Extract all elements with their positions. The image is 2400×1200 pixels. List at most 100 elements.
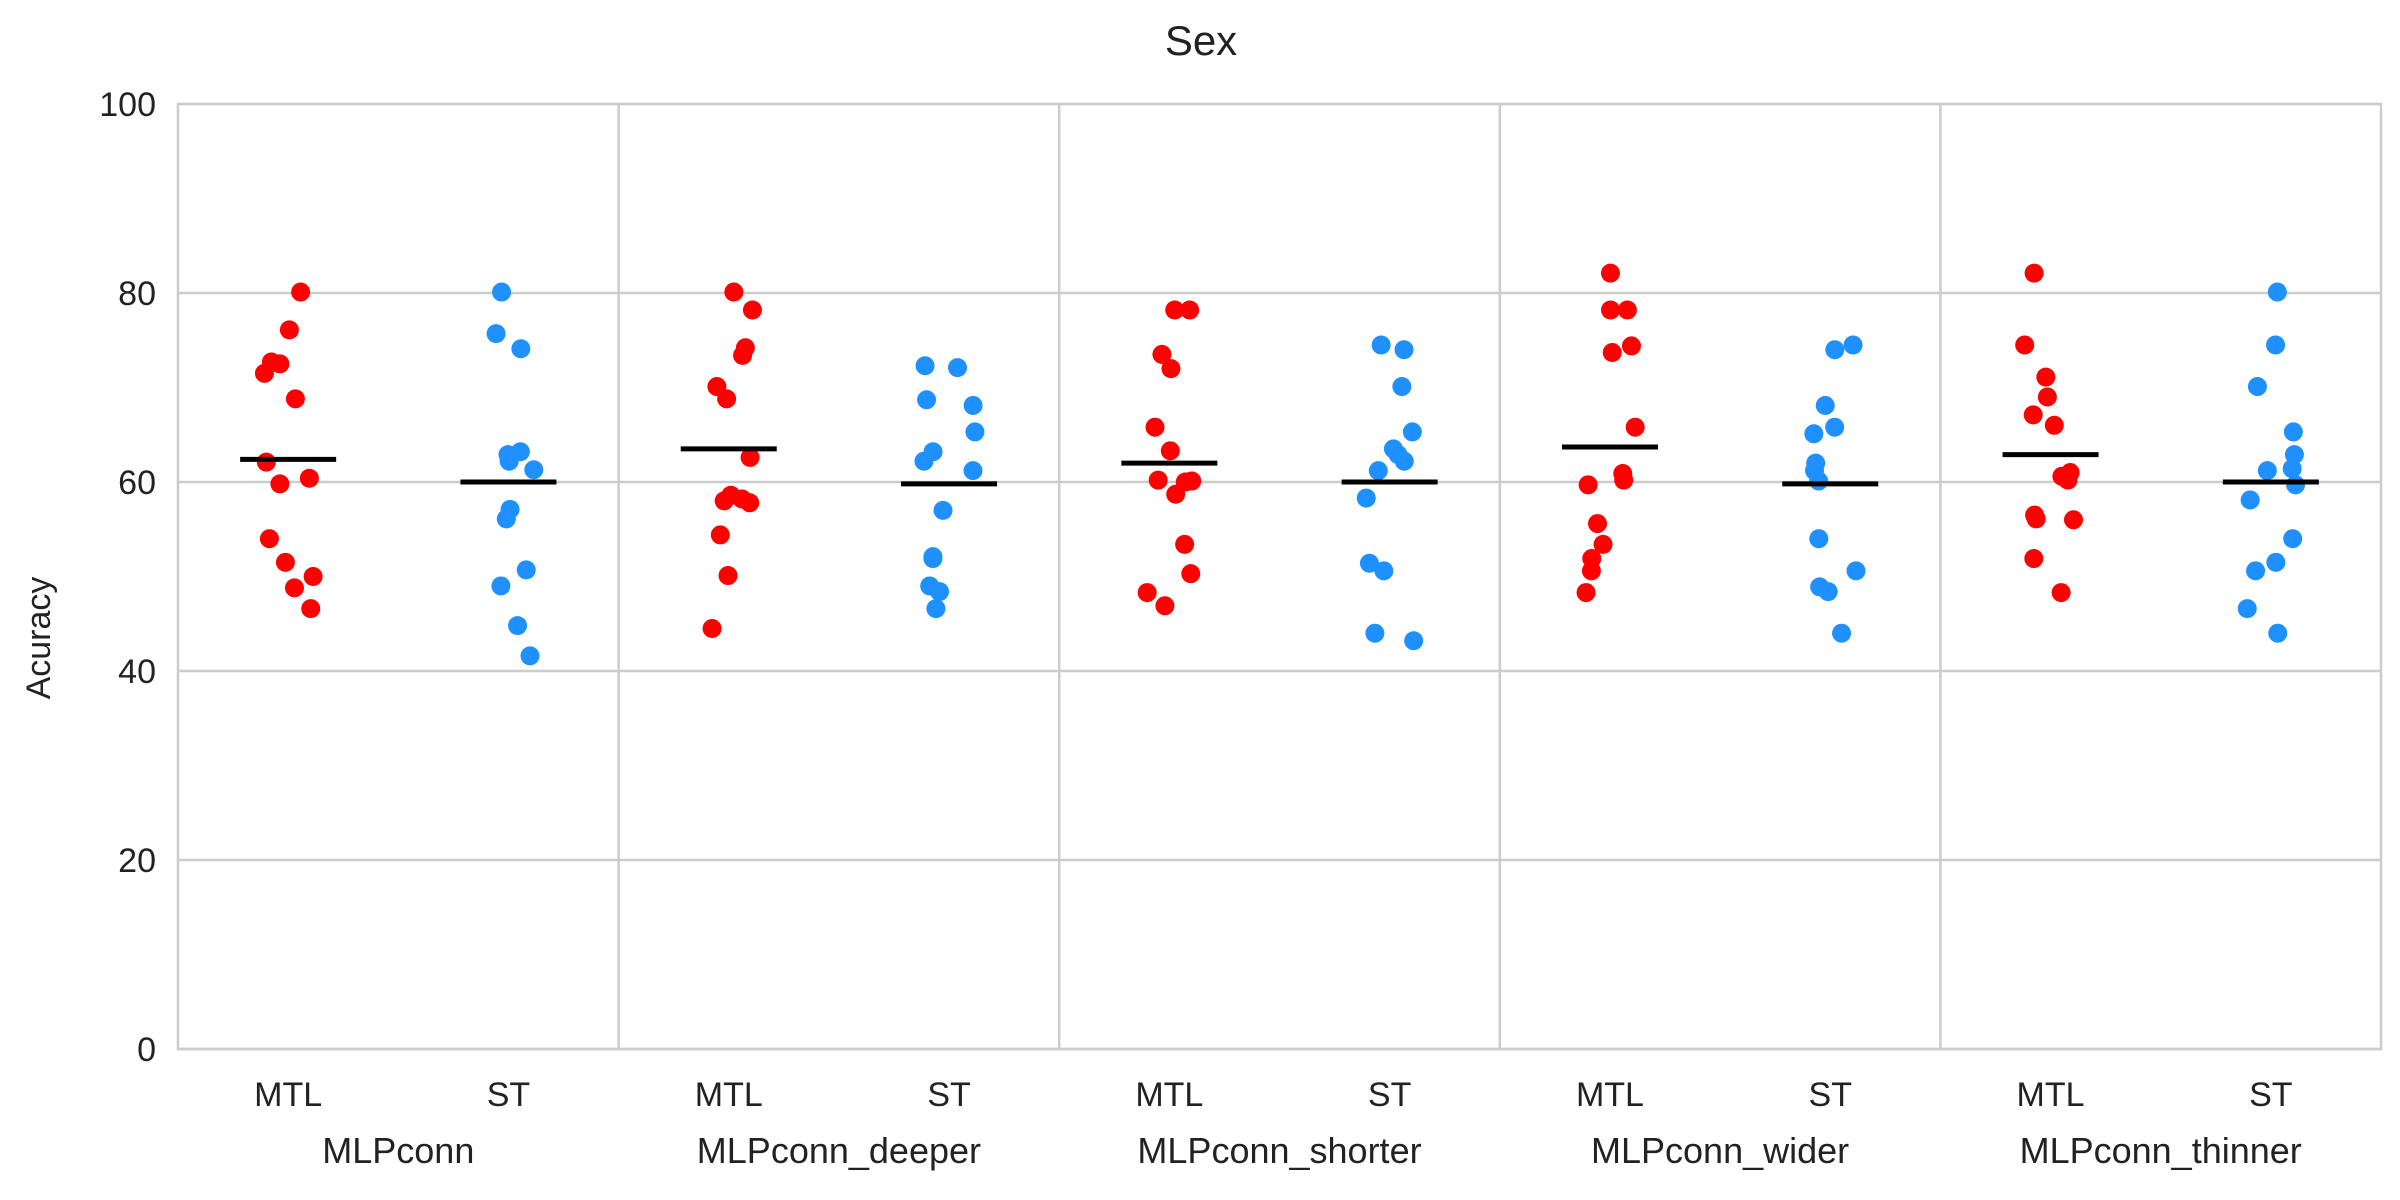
data-point <box>2283 422 2303 442</box>
data-point <box>2257 461 2277 481</box>
data-point <box>1145 417 1165 437</box>
x-tick-label: MTL <box>1576 1076 1644 1114</box>
data-point <box>261 352 281 372</box>
data-point <box>299 468 319 488</box>
data-point <box>2037 387 2057 407</box>
data-point <box>303 567 323 586</box>
y-tick-label: 40 <box>118 653 156 691</box>
data-point <box>1166 484 1186 504</box>
x-tick-label: MTL <box>2017 1076 2085 1114</box>
data-point <box>923 549 943 569</box>
x-tick-label: ST <box>1809 1076 1852 1114</box>
data-point <box>1181 564 1201 584</box>
data-point <box>2266 552 2286 572</box>
data-point <box>291 282 311 302</box>
data-point <box>1815 395 1835 415</box>
data-point <box>2240 490 2260 510</box>
data-point <box>2063 510 2083 530</box>
data-point <box>2283 529 2303 549</box>
data-point <box>1180 300 1200 320</box>
data-point <box>1593 534 1613 554</box>
x-tick-label: MTL <box>1135 1076 1203 1114</box>
x-tick-label: MTL <box>254 1076 322 1114</box>
data-point <box>926 599 946 619</box>
data-point <box>1846 561 1866 581</box>
data-point <box>1137 583 1157 603</box>
data-point <box>270 474 290 494</box>
data-point <box>259 529 279 549</box>
data-point <box>2051 583 2071 603</box>
data-point <box>279 320 299 340</box>
chart-title: Sex <box>1165 17 1237 64</box>
x-tick-label: MTL <box>695 1076 763 1114</box>
group-labels: MLPconn MLPconn_deeper MLPconn_shorter MLPc… <box>322 1130 2302 1171</box>
data-point <box>914 451 934 471</box>
data-point <box>1809 529 1829 549</box>
data-point <box>1617 300 1637 320</box>
data-point <box>1394 451 1414 471</box>
data-point <box>284 578 304 598</box>
x-tick-label: ST <box>2249 1076 2292 1114</box>
data-point <box>1402 422 1422 442</box>
data-point <box>1578 475 1598 495</box>
data-point <box>1404 631 1424 651</box>
data-point <box>508 616 528 636</box>
data-point <box>2282 459 2302 479</box>
data-point <box>511 339 531 359</box>
data-point <box>1371 335 1391 355</box>
data-point <box>702 618 722 638</box>
data-point <box>301 599 321 619</box>
data-point <box>930 582 950 602</box>
data-point <box>2044 415 2064 435</box>
data-point <box>1152 344 1172 364</box>
data-point <box>1383 439 1403 459</box>
data-point <box>256 452 276 472</box>
data-point <box>2026 509 2046 529</box>
y-tick-label: 80 <box>118 275 156 313</box>
data-point <box>965 422 985 442</box>
data-point <box>917 390 937 410</box>
data-point <box>491 576 511 596</box>
data-point <box>1587 514 1607 534</box>
data-point <box>1804 424 1824 444</box>
data-points <box>254 263 2306 666</box>
data-point <box>2268 623 2288 643</box>
data-point <box>963 461 983 481</box>
data-point <box>496 509 516 529</box>
y-tick-label: 60 <box>118 464 156 502</box>
data-point <box>285 389 305 409</box>
data-point <box>1809 471 1829 491</box>
data-point <box>1601 300 1621 320</box>
data-point <box>1614 470 1634 490</box>
data-point <box>1602 343 1622 363</box>
data-point <box>1175 534 1195 554</box>
y-tick-label: 100 <box>99 86 156 124</box>
axes <box>176 102 2383 1051</box>
data-point <box>1392 377 1412 397</box>
data-point <box>510 442 530 462</box>
group-label: MLPconn_thinner <box>2020 1130 2302 1171</box>
data-point <box>1600 263 1620 283</box>
data-point <box>733 345 753 365</box>
data-point <box>2024 549 2044 569</box>
data-point <box>948 358 968 378</box>
data-point <box>1374 561 1394 581</box>
data-point <box>1160 441 1180 461</box>
data-point <box>2015 335 2035 355</box>
y-tick-label: 0 <box>137 1031 156 1069</box>
y-axis-label: Acuracy <box>20 577 58 700</box>
data-point <box>524 460 544 480</box>
data-point <box>1359 553 1379 573</box>
data-point <box>2246 561 2266 581</box>
data-point <box>1818 582 1838 602</box>
data-point <box>1368 461 1388 481</box>
group-label: MLPconn_wider <box>1591 1130 1849 1171</box>
group-label: MLPconn <box>322 1130 474 1171</box>
data-point <box>1581 561 1601 581</box>
data-point <box>2267 282 2287 302</box>
data-point <box>1843 335 1863 355</box>
data-point <box>2247 377 2267 397</box>
data-point <box>1625 417 1645 437</box>
